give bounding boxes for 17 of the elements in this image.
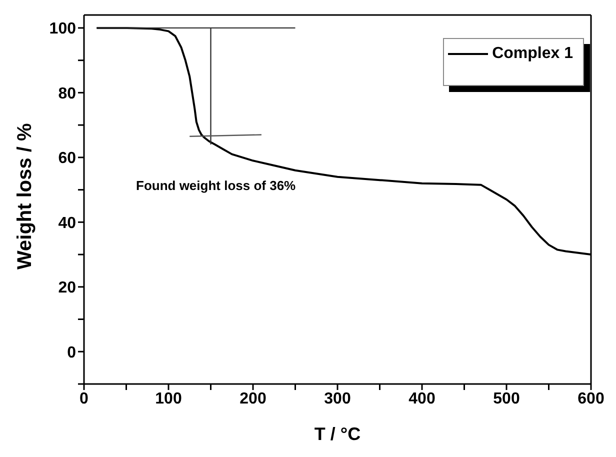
x-tick-label: 100 bbox=[155, 390, 182, 408]
x-tick-label: 400 bbox=[408, 390, 436, 408]
y-tick-label: 0 bbox=[67, 344, 76, 362]
y-tick-label: 80 bbox=[58, 85, 76, 102]
x-tick-label: 200 bbox=[240, 390, 266, 408]
y-tick-label: 20 bbox=[58, 280, 76, 297]
x-tick-label: 0 bbox=[80, 390, 89, 408]
y-axis-title: Weight loss / % bbox=[14, 122, 36, 270]
x-tick-label: 300 bbox=[324, 390, 351, 408]
y-tick-label: 40 bbox=[58, 214, 76, 232]
x-axis-title: T / °C bbox=[314, 424, 361, 444]
legend-label: Complex 1 bbox=[492, 45, 573, 63]
y-tick-label: 60 bbox=[58, 150, 76, 168]
x-tick-label: 500 bbox=[493, 390, 520, 408]
x-tick-label: 600 bbox=[578, 390, 604, 408]
y-tick-label: 100 bbox=[49, 20, 76, 38]
annotation: Found weight loss of 36% bbox=[136, 178, 296, 193]
